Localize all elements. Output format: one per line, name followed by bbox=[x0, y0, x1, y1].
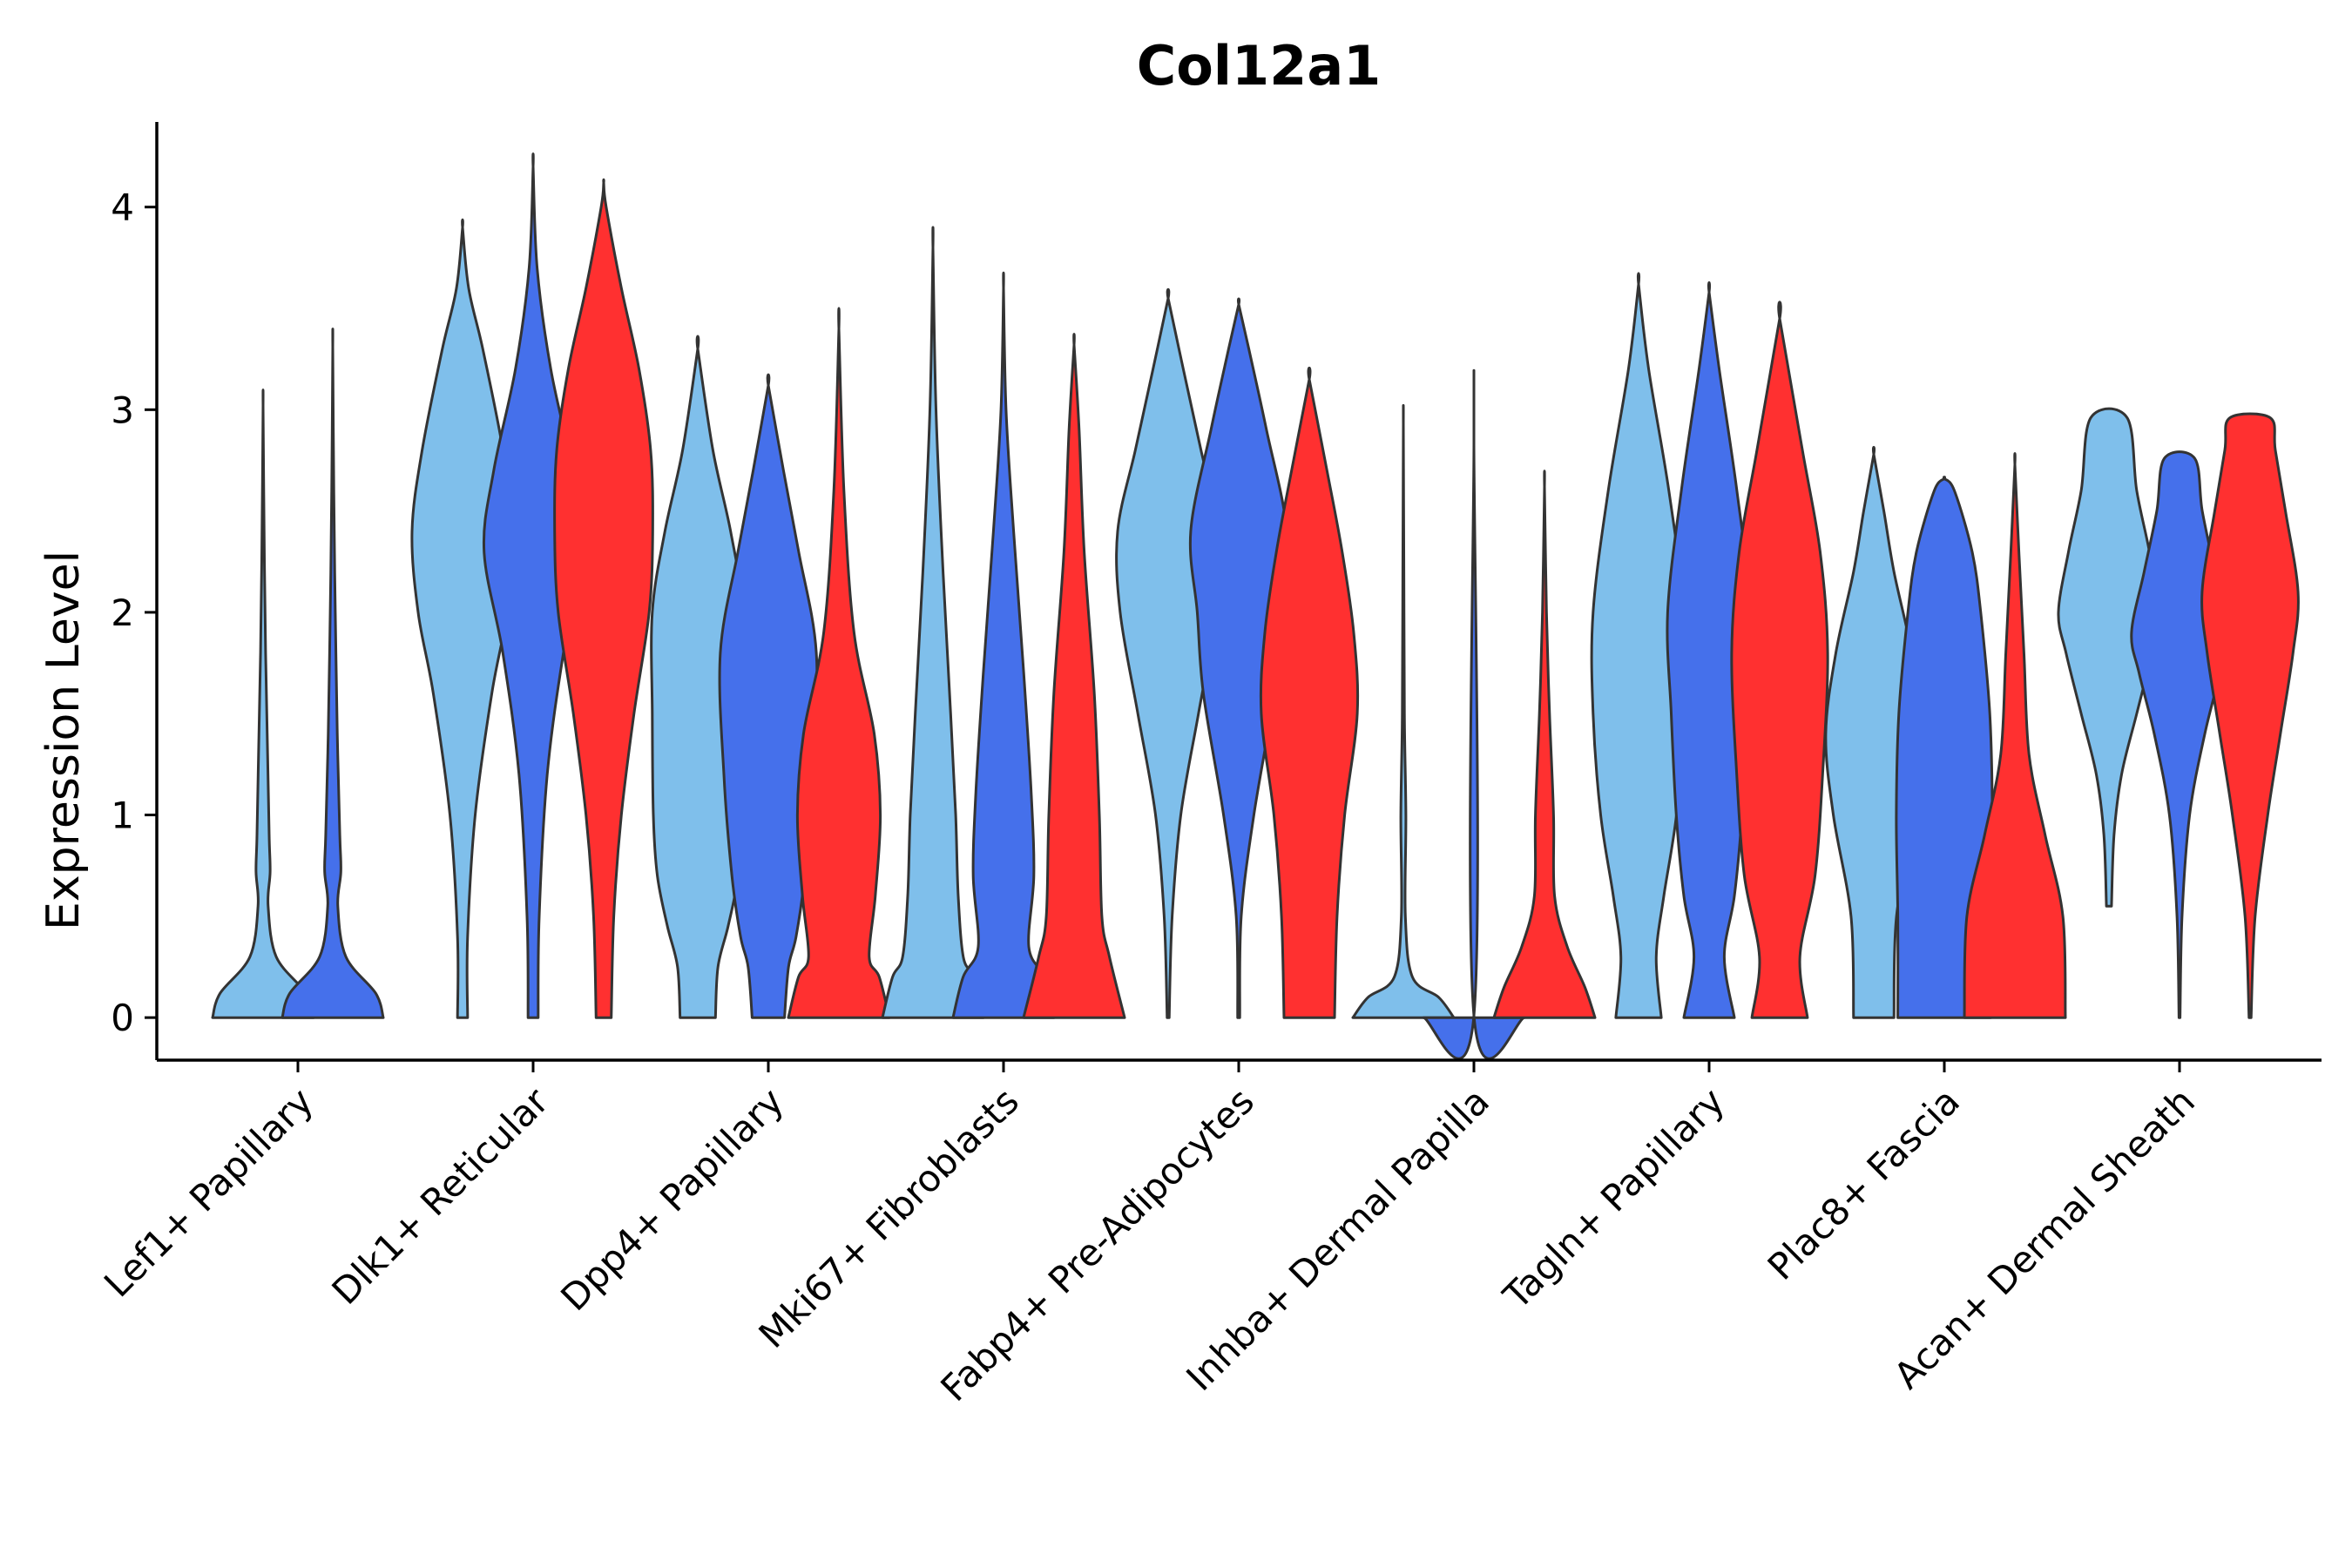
violin-layer bbox=[211, 152, 2300, 1060]
violin bbox=[1115, 287, 1221, 1019]
violin bbox=[1022, 333, 1126, 1019]
violin bbox=[1492, 470, 1597, 1019]
x-tick-label: Plac8+ Fascia bbox=[1760, 1079, 1968, 1288]
violin bbox=[280, 328, 385, 1019]
violin bbox=[1730, 301, 1829, 1019]
violin bbox=[1259, 366, 1360, 1019]
x-tick-label: Lef1+ Papillary bbox=[96, 1079, 321, 1305]
violin bbox=[1422, 369, 1526, 1060]
y-tick-label: 0 bbox=[111, 997, 134, 1039]
violin bbox=[211, 389, 315, 1019]
chart-title: Col12a1 bbox=[1137, 34, 1382, 98]
violin bbox=[482, 152, 585, 1019]
violin bbox=[787, 307, 891, 1019]
x-tick-label: Mki67+ Fibroblasts bbox=[751, 1079, 1027, 1355]
violin bbox=[1895, 476, 1994, 1019]
violin bbox=[718, 373, 819, 1019]
violin bbox=[2057, 407, 2161, 908]
y-tick-label: 2 bbox=[111, 591, 134, 634]
violin bbox=[553, 178, 654, 1019]
x-tick-label: Dlk1+ Reticular bbox=[324, 1079, 558, 1313]
violin bbox=[881, 226, 985, 1019]
x-tick-label: Dpp4+ Papillary bbox=[552, 1079, 792, 1319]
violin bbox=[2200, 412, 2300, 1019]
violin bbox=[1963, 452, 2067, 1019]
violin bbox=[951, 271, 1056, 1019]
y-tick-label: 3 bbox=[111, 389, 134, 431]
y-tick-label: 4 bbox=[111, 186, 134, 229]
violin bbox=[1351, 403, 1456, 1019]
violin bbox=[410, 218, 515, 1019]
y-tick-label: 1 bbox=[111, 794, 134, 837]
y-axis-label: Expression Level bbox=[37, 551, 90, 930]
x-tick-label: Tagln+ Papillary bbox=[1495, 1079, 1733, 1317]
